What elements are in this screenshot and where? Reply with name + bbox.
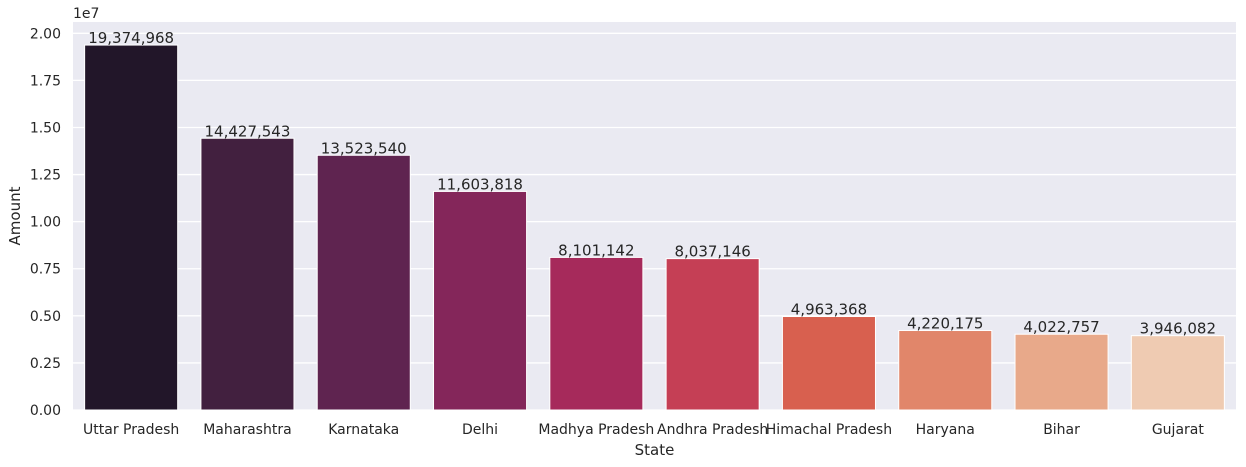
- bar-value-label: 11,603,818: [437, 175, 523, 193]
- y-axis-ticks: 0.00 0.25 0.50 0.75 1.00 1.25 1.50 1.75 2.00: [30, 26, 61, 419]
- bar: [781, 316, 876, 411]
- y-tick-label: 1.50: [30, 120, 61, 136]
- bar-value-label: 4,220,175: [907, 315, 983, 333]
- y-tick-label: 2.00: [30, 26, 61, 42]
- y-tick-label: 1.25: [30, 168, 61, 184]
- x-tick-label: Madhya Pradesh: [538, 422, 654, 438]
- x-tick-label: Bihar: [1043, 422, 1080, 438]
- bar-value-label: 8,101,142: [558, 241, 634, 259]
- bar: [1130, 335, 1225, 411]
- x-tick-label: Himachal Pradesh: [766, 422, 892, 438]
- bar: [898, 330, 993, 411]
- bar: [433, 190, 528, 411]
- y-tick-label: 1.75: [30, 73, 61, 89]
- y-axis-offset-label: 1e7: [73, 6, 99, 22]
- bar: [84, 44, 179, 411]
- y-tick-label: 1.00: [30, 215, 61, 231]
- y-tick-label: 0.75: [30, 262, 61, 278]
- x-tick-label: Maharashtra: [203, 422, 291, 438]
- y-tick-label: 0.00: [30, 403, 61, 419]
- bar-value-label: 4,963,368: [791, 301, 867, 319]
- bar-value-label: 4,022,757: [1023, 318, 1099, 336]
- bar: [665, 258, 760, 411]
- bar: [200, 137, 295, 411]
- x-tick-label: Karnataka: [328, 422, 399, 438]
- y-axis-title: Amount: [6, 186, 24, 245]
- bar: [549, 256, 644, 411]
- y-tick-label: 0.50: [30, 309, 61, 325]
- bar-value-label: 19,374,968: [88, 29, 174, 47]
- x-axis-ticks: Uttar Pradesh Maharashtra Karnataka Delhi Ma…: [83, 422, 1204, 438]
- bars: [84, 44, 1225, 411]
- x-tick-label: Delhi: [462, 422, 498, 438]
- x-tick-label: Haryana: [916, 422, 975, 438]
- x-axis-title: State: [635, 441, 675, 459]
- x-tick-label: Andhra Pradesh: [657, 422, 768, 438]
- bar-value-label: 14,427,543: [205, 122, 291, 140]
- x-tick-label: Gujarat: [1152, 422, 1205, 438]
- bar: [316, 154, 411, 411]
- data-labels: 19,374,968 14,427,543 13,523,540 11,603,818…: [88, 29, 1216, 338]
- bar: [1014, 333, 1109, 411]
- bar-value-label: 3,946,082: [1140, 320, 1216, 338]
- bar-value-label: 8,037,146: [674, 243, 750, 261]
- y-tick-label: 0.25: [30, 356, 61, 372]
- x-tick-label: Uttar Pradesh: [83, 422, 179, 438]
- bar-value-label: 13,523,540: [321, 139, 407, 157]
